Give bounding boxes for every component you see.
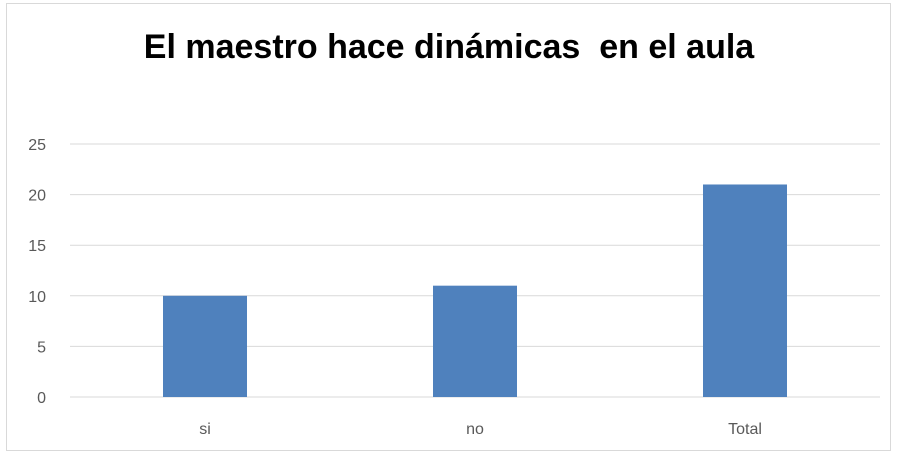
- x-tick-label: no: [466, 421, 484, 438]
- chart-title: El maestro hace dinámicas en el aula: [143, 28, 755, 66]
- y-axis-tick-labels: 0 5 10 15 20 25: [28, 137, 46, 407]
- y-tick-label: 20: [28, 188, 46, 205]
- x-axis-tick-labels: si no Total: [199, 421, 762, 438]
- bar-si: [163, 295, 247, 397]
- bar-total: [703, 184, 787, 397]
- y-tick-label: 25: [28, 137, 46, 154]
- x-tick-label: Total: [728, 421, 762, 438]
- x-tick-label: si: [199, 421, 211, 438]
- y-tick-label: 15: [28, 238, 46, 255]
- y-tick-label: 5: [37, 339, 46, 356]
- bars: [163, 184, 787, 397]
- y-tick-label: 10: [28, 289, 46, 306]
- y-tick-label: 0: [37, 390, 46, 407]
- bar-no: [433, 285, 517, 397]
